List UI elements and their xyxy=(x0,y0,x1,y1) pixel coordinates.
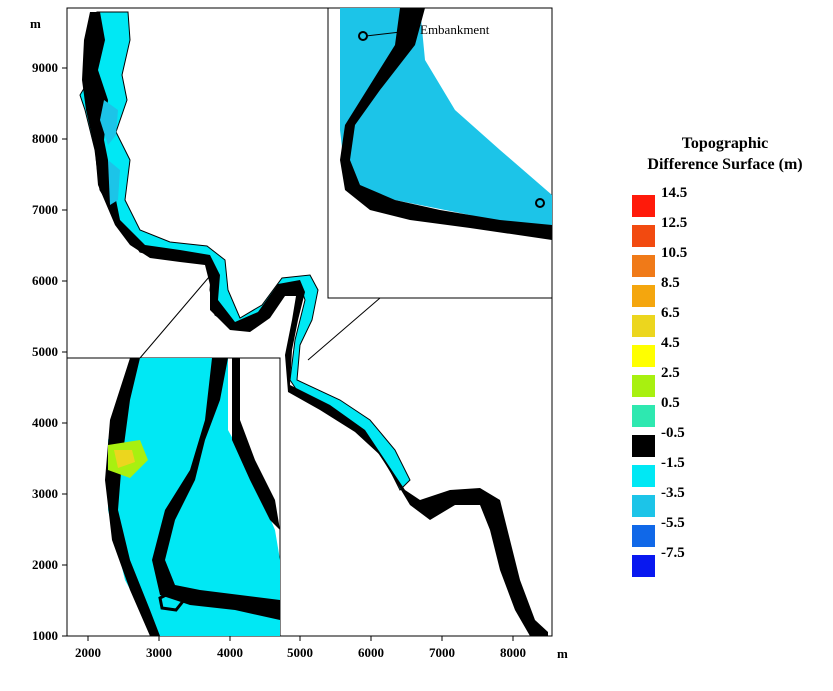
legend-item: -5.5 xyxy=(632,515,822,548)
river-patch xyxy=(108,160,120,205)
x-tick-label: 6000 xyxy=(358,645,384,660)
legend-label: 4.5 xyxy=(661,335,680,351)
y-tick-label: 3000 xyxy=(32,486,58,501)
x-tick-label: 8000 xyxy=(500,645,526,660)
legend-swatch xyxy=(632,225,655,247)
legend-swatch xyxy=(632,195,655,217)
legend-swatch xyxy=(632,435,655,457)
y-axis-unit: m xyxy=(30,16,41,31)
legend-item: -7.5 xyxy=(632,545,822,578)
legend-title-line2: Difference Surface (m) xyxy=(647,156,803,173)
legend-item: 2.5 xyxy=(632,365,822,398)
legend-item: 12.5 xyxy=(632,215,822,248)
y-tick-label: 5000 xyxy=(32,344,58,359)
y-tick-label: 8000 xyxy=(32,131,58,146)
y-tick-label: 7000 xyxy=(32,202,58,217)
y-tick-label: 6000 xyxy=(32,273,58,288)
legend-label: 8.5 xyxy=(661,275,680,291)
legend-swatch xyxy=(632,345,655,367)
y-tick-label: 9000 xyxy=(32,60,58,75)
inset-north xyxy=(327,7,553,299)
legend-item: 6.5 xyxy=(632,305,822,338)
legend-label: 14.5 xyxy=(661,185,688,201)
legend-label: -0.5 xyxy=(661,425,685,441)
legend-title: Topographic Difference Surface (m) xyxy=(620,133,830,175)
x-tick-label: 2000 xyxy=(75,645,101,660)
legend-label: -7.5 xyxy=(661,545,685,561)
legend-swatch xyxy=(632,405,655,427)
legend-label: 12.5 xyxy=(661,215,688,231)
river-patch xyxy=(100,100,118,145)
legend-label: 6.5 xyxy=(661,305,680,321)
legend-item: -3.5 xyxy=(632,485,822,518)
embankment-annotation: Embankment xyxy=(420,22,490,37)
axis-ticks xyxy=(62,67,514,641)
x-tick-label: 7000 xyxy=(429,645,455,660)
legend-item: 14.5 xyxy=(632,185,822,218)
x-axis-unit: m xyxy=(557,646,568,661)
legend-swatch xyxy=(632,495,655,517)
legend-item: 0.5 xyxy=(632,395,822,428)
legend-swatch xyxy=(632,315,655,337)
legend-label: -3.5 xyxy=(661,485,685,501)
inset-south xyxy=(66,357,281,637)
legend-swatch xyxy=(632,375,655,397)
x-tick-label: 4000 xyxy=(217,645,243,660)
legend-label: -5.5 xyxy=(661,515,685,531)
legend-title-line1: Topographic xyxy=(681,135,769,152)
legend-label: -1.5 xyxy=(661,455,685,471)
legend-item: 4.5 xyxy=(632,335,822,368)
legend-label: 2.5 xyxy=(661,365,680,381)
river-thalweg xyxy=(82,12,548,636)
x-tick-label: 3000 xyxy=(146,645,172,660)
legend-item: -0.5 xyxy=(632,425,822,458)
legend-swatch xyxy=(632,285,655,307)
inset-connector xyxy=(307,297,381,361)
inset-connector xyxy=(139,269,216,359)
legend-swatch xyxy=(632,525,655,547)
legend-item: 8.5 xyxy=(632,275,822,308)
y-tick-label: 4000 xyxy=(32,415,58,430)
legend-swatch xyxy=(632,465,655,487)
y-tick-label: 1000 xyxy=(32,628,58,643)
legend-swatch xyxy=(632,255,655,277)
legend-label: 10.5 xyxy=(661,245,688,261)
y-tick-label: 2000 xyxy=(32,557,58,572)
x-tick-label: 5000 xyxy=(287,645,313,660)
legend-item: 10.5 xyxy=(632,245,822,278)
legend-item: -1.5 xyxy=(632,455,822,488)
legend-label: 0.5 xyxy=(661,395,680,411)
legend-swatch xyxy=(632,555,655,577)
